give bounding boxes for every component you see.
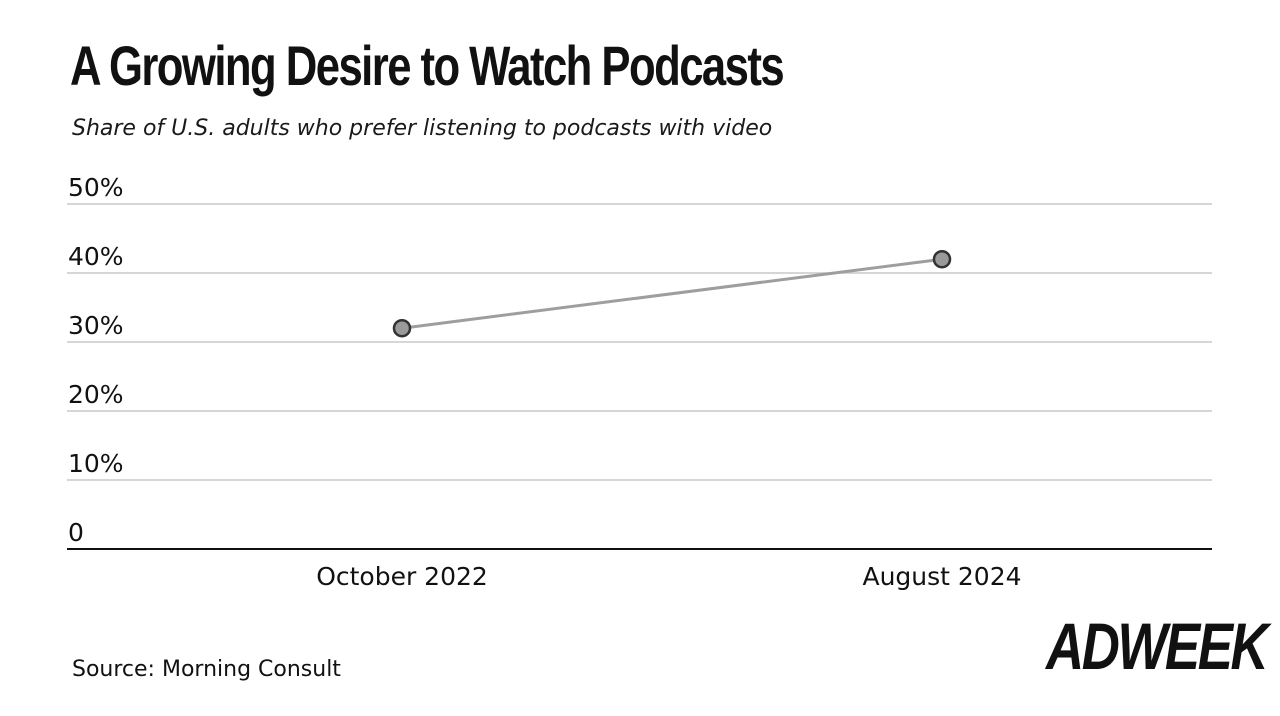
chart-title: A Growing Desire to Watch Podcasts	[70, 34, 785, 97]
series-line	[401, 257, 943, 330]
chart-subtitle: Share of U.S. adults who prefer listenin…	[72, 116, 773, 141]
source-note: Source: Morning Consult	[72, 657, 341, 682]
x-tick-label: August 2024	[862, 562, 1021, 591]
y-tick-label: 20%	[68, 380, 124, 409]
adweek-logo: ADWEEK	[1046, 609, 1269, 683]
data-point-marker	[392, 318, 412, 338]
y-tick-label: 40%	[68, 242, 124, 271]
y-tick-label: 50%	[68, 173, 124, 202]
y-tick-label: 30%	[68, 311, 124, 340]
y-tick-label: 10%	[68, 449, 124, 478]
y-tick-label: 0	[68, 518, 84, 547]
data-point-marker	[932, 249, 952, 269]
x-tick-label: October 2022	[316, 562, 488, 591]
